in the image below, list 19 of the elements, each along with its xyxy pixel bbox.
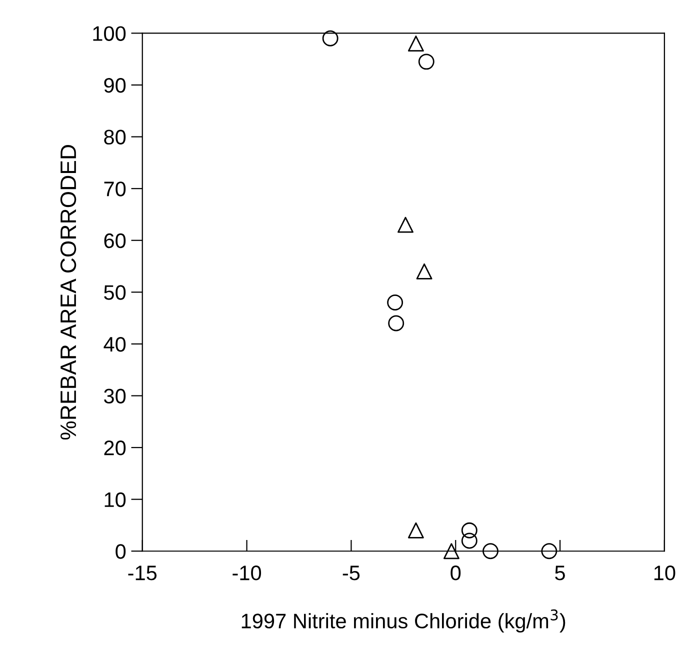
- y-tick-label: 100: [93, 26, 126, 41]
- y-axis-title: %REBAR AREA CORRODED: [60, 145, 76, 440]
- x-tick-label: 10: [654, 566, 676, 580]
- y-tick-label: 50: [104, 285, 126, 300]
- y-tick-label: 40: [104, 336, 126, 352]
- x-tick-label: -15: [128, 566, 157, 580]
- y-tick-label: 60: [104, 233, 126, 248]
- y-tick-label: 70: [104, 182, 126, 196]
- x-tick-label: 0: [450, 566, 461, 580]
- y-tick-label: 0: [116, 544, 126, 559]
- x-tick-label: -5: [342, 566, 360, 580]
- x-tick-label: -10: [232, 566, 262, 580]
- x-tick-label: 5: [555, 566, 565, 580]
- y-tick-label: 80: [104, 130, 126, 145]
- y-tick-label: 20: [104, 440, 126, 456]
- y-tick-label: 30: [104, 388, 126, 404]
- y-tick-label: 90: [104, 78, 126, 93]
- y-tick-label: 10: [104, 492, 126, 508]
- x-axis-title: 1997 Nitrite minus Chloride (kg/m$^{3}$): [242, 609, 566, 633]
